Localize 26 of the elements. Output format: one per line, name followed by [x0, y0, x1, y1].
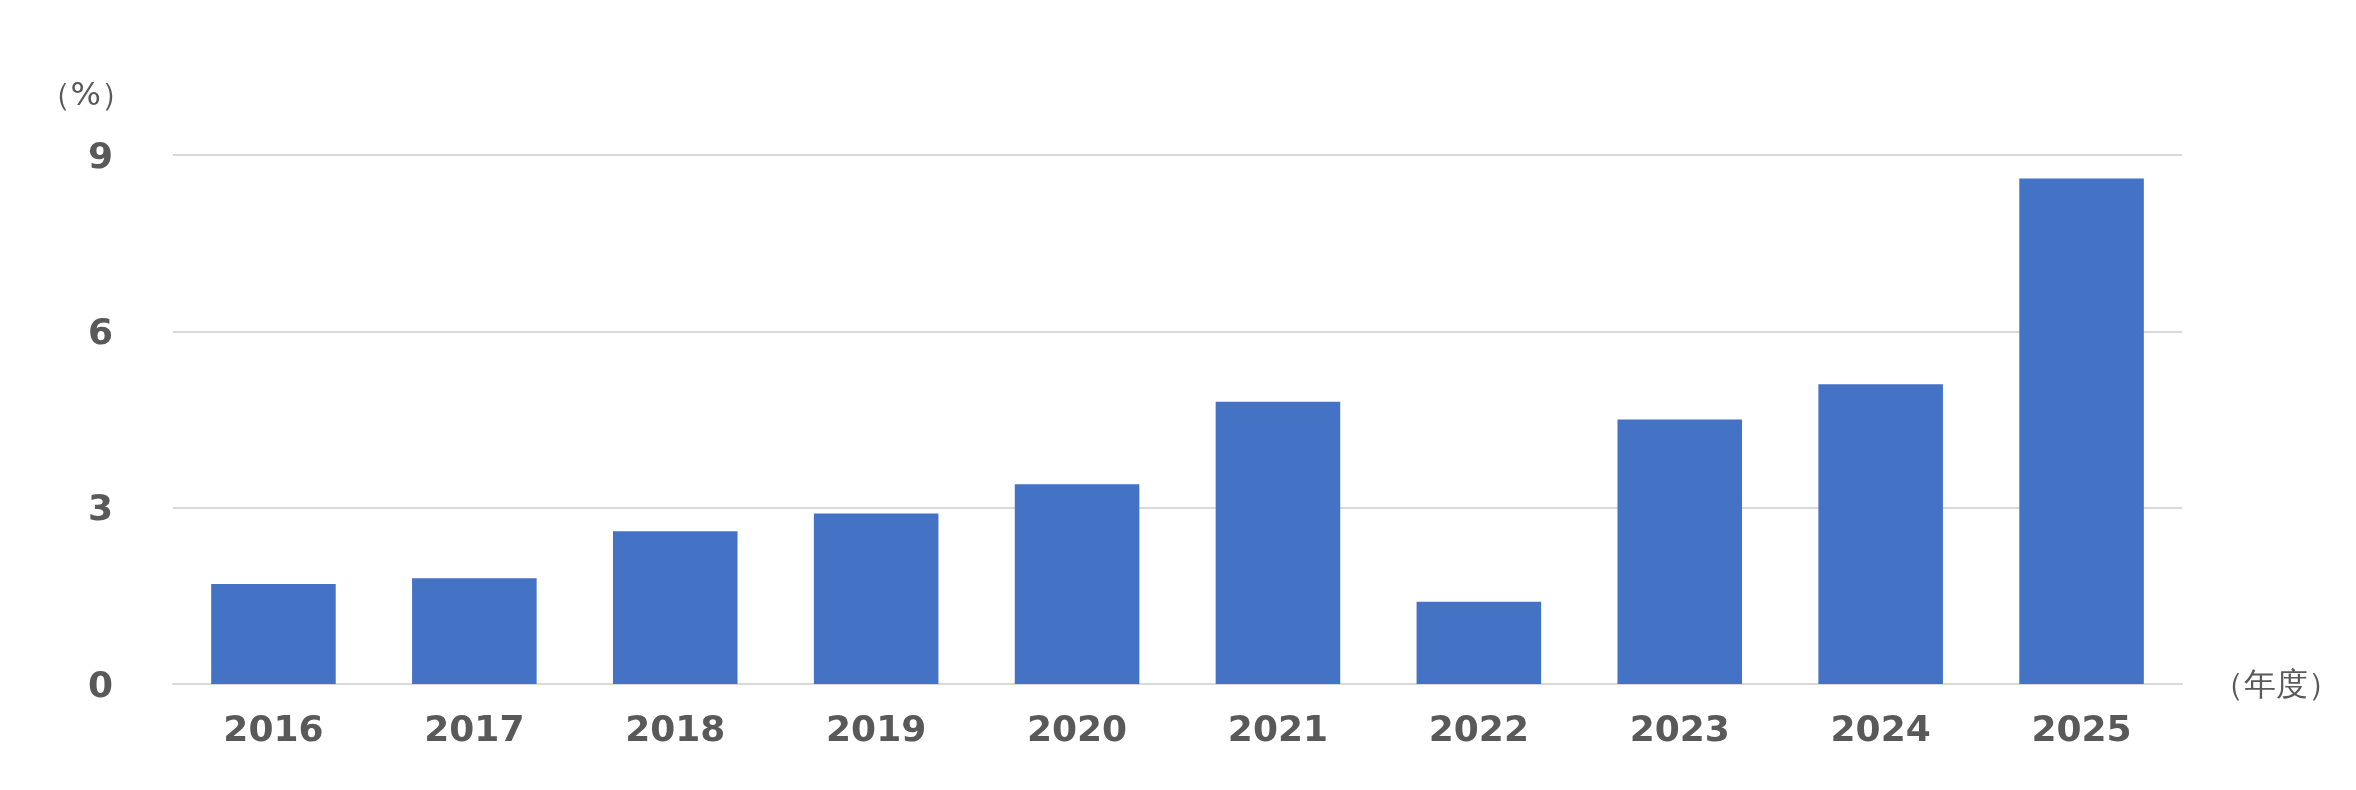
bar — [813, 513, 939, 684]
y-tick-label: 3 — [87, 487, 113, 529]
bar — [1014, 484, 1140, 684]
x-tick-label: 2017 — [424, 707, 525, 749]
x-tick-label: 2019 — [826, 707, 927, 749]
bar — [612, 531, 738, 684]
y-axis-title: （%） — [38, 75, 133, 113]
y-tick-label: 9 — [87, 134, 113, 176]
bar — [1617, 419, 1743, 684]
bar — [1215, 401, 1341, 684]
x-tick-label: 2025 — [2031, 707, 2132, 749]
bar — [412, 578, 537, 684]
x-tick-label: 2020 — [1026, 707, 1128, 749]
y-tick-label: 0 — [87, 663, 113, 705]
x-tick-label: 2016 — [223, 707, 324, 749]
x-tick-label: 2021 — [1227, 707, 1329, 749]
bar — [2019, 178, 2144, 684]
x-tick-label: 2022 — [1428, 707, 1529, 749]
bar — [1416, 601, 1542, 684]
x-tick-label: 2024 — [1830, 707, 1931, 749]
bar — [211, 584, 336, 684]
x-tick-label: 2018 — [625, 707, 726, 749]
y-tick-label: 6 — [87, 310, 113, 352]
x-tick-label: 2023 — [1629, 707, 1730, 749]
bar — [1818, 384, 1943, 684]
x-axis-title: （年度） — [2212, 665, 2340, 703]
